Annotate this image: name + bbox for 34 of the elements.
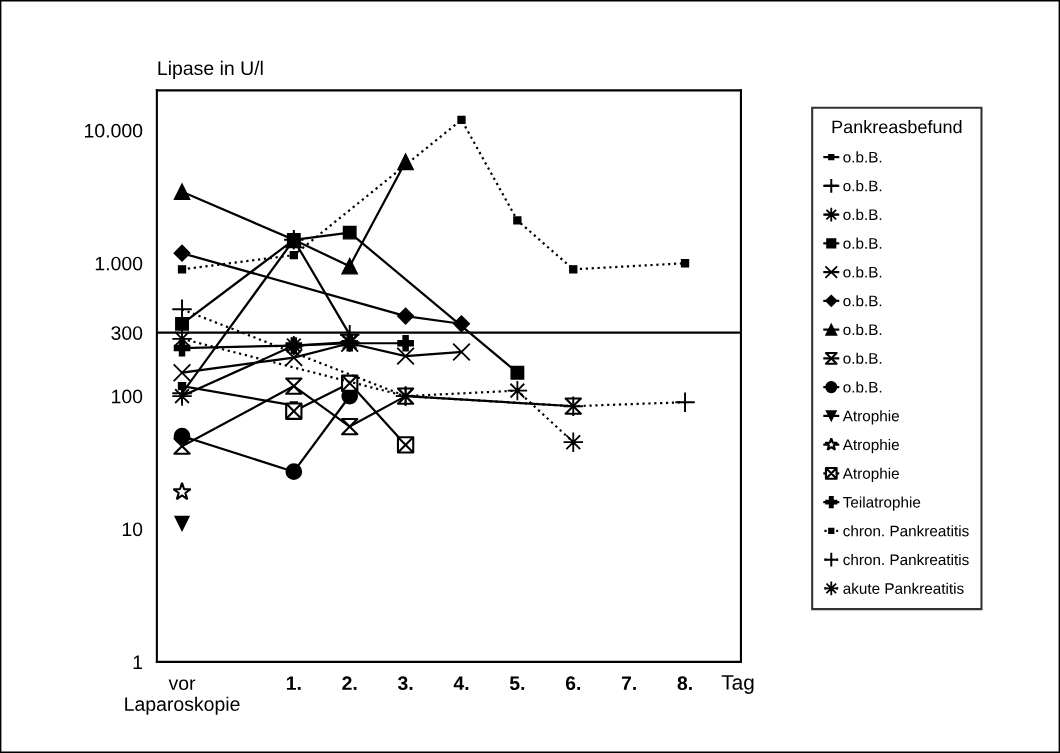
legend-label: Teilatrophie bbox=[843, 496, 921, 511]
legend-label: chron. Pankreatitis bbox=[843, 553, 969, 566]
x-tick-label: 3. bbox=[397, 676, 413, 691]
x-axis-title: Tag bbox=[721, 675, 754, 694]
legend-label: o.b.B. bbox=[843, 381, 882, 393]
x-tick-label: vor Laparoskopie bbox=[125, 679, 240, 715]
legend-label: o.b.B. bbox=[843, 323, 882, 336]
legend-label: o.b.B. bbox=[843, 352, 882, 364]
x-tick-label: 7. bbox=[621, 676, 636, 690]
y-tick-label: 1.000 bbox=[95, 256, 143, 271]
y-tick-label: 1 bbox=[133, 655, 143, 669]
legend-label: o.b.B. bbox=[843, 237, 882, 249]
legend-label: o.b.B. bbox=[843, 295, 882, 307]
legend-label: chron. Pankreatitis bbox=[843, 525, 969, 537]
legend-label: o.b.B. bbox=[843, 151, 882, 163]
y-tick-label: 10.000 bbox=[85, 123, 143, 138]
legend-label: Atrophie bbox=[842, 467, 899, 482]
x-tick-label: 2. bbox=[342, 676, 357, 690]
x-tick-label: 4. bbox=[453, 676, 469, 690]
x-tick-label: 6. bbox=[565, 676, 581, 691]
y-axis-title: Lipase in U/l bbox=[158, 60, 263, 79]
legend-title: Pankreasbefund bbox=[832, 120, 962, 134]
y-tick-label: 300 bbox=[111, 326, 143, 340]
legend-label: o.b.B. bbox=[843, 208, 882, 221]
legend-label: akute Pankreatitis bbox=[843, 582, 964, 594]
legend-label: o.b.B. bbox=[843, 266, 882, 278]
y-tick-label: 100 bbox=[112, 389, 143, 404]
y-tick-label: 10 bbox=[122, 522, 143, 537]
x-tick-label: 1. bbox=[286, 676, 301, 690]
legend-label: o.b.B. bbox=[843, 180, 882, 192]
x-tick-label: 8. bbox=[677, 676, 692, 691]
x-tick-label: 5. bbox=[509, 676, 525, 691]
legend-label: Atrophie bbox=[842, 438, 899, 454]
legend-label: Atrophie bbox=[842, 410, 899, 425]
